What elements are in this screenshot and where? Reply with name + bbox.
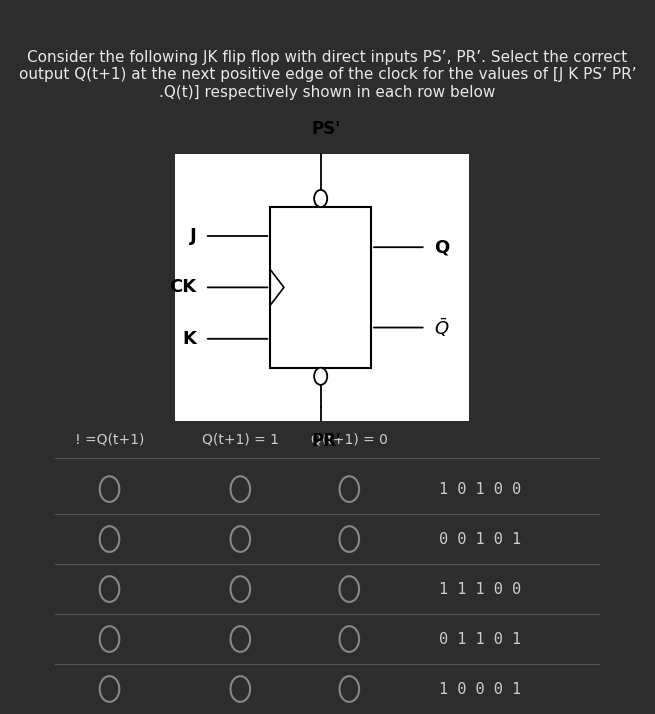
Text: $\bar{Q}$: $\bar{Q}$ bbox=[434, 316, 449, 339]
Text: Q(t+1) = 1: Q(t+1) = 1 bbox=[202, 432, 279, 446]
FancyBboxPatch shape bbox=[175, 154, 469, 421]
Bar bbox=[271, 207, 371, 368]
Text: PS': PS' bbox=[312, 120, 341, 138]
Text: 1 0 0 0 1: 1 0 0 0 1 bbox=[439, 681, 521, 697]
Text: 1 1 1 0 0: 1 1 1 0 0 bbox=[439, 581, 521, 597]
Text: PR': PR' bbox=[311, 432, 341, 450]
Text: 0 1 1 0 1: 0 1 1 0 1 bbox=[439, 631, 521, 647]
Text: J: J bbox=[190, 227, 196, 245]
Text: ! =Q(t+1): ! =Q(t+1) bbox=[75, 432, 144, 446]
Text: 0 0 1 0 1: 0 0 1 0 1 bbox=[439, 531, 521, 547]
Polygon shape bbox=[271, 270, 284, 306]
Text: 1 0 1 0 0: 1 0 1 0 0 bbox=[439, 481, 521, 497]
Text: CK: CK bbox=[170, 278, 196, 296]
Text: Q(t+1) = 0: Q(t+1) = 0 bbox=[311, 432, 388, 446]
Text: K: K bbox=[183, 330, 196, 348]
Text: Consider the following JK flip flop with direct inputs PS’, PR’. Select the corr: Consider the following JK flip flop with… bbox=[19, 50, 636, 100]
Circle shape bbox=[314, 190, 328, 207]
Text: Q: Q bbox=[434, 238, 449, 256]
Circle shape bbox=[314, 368, 328, 385]
